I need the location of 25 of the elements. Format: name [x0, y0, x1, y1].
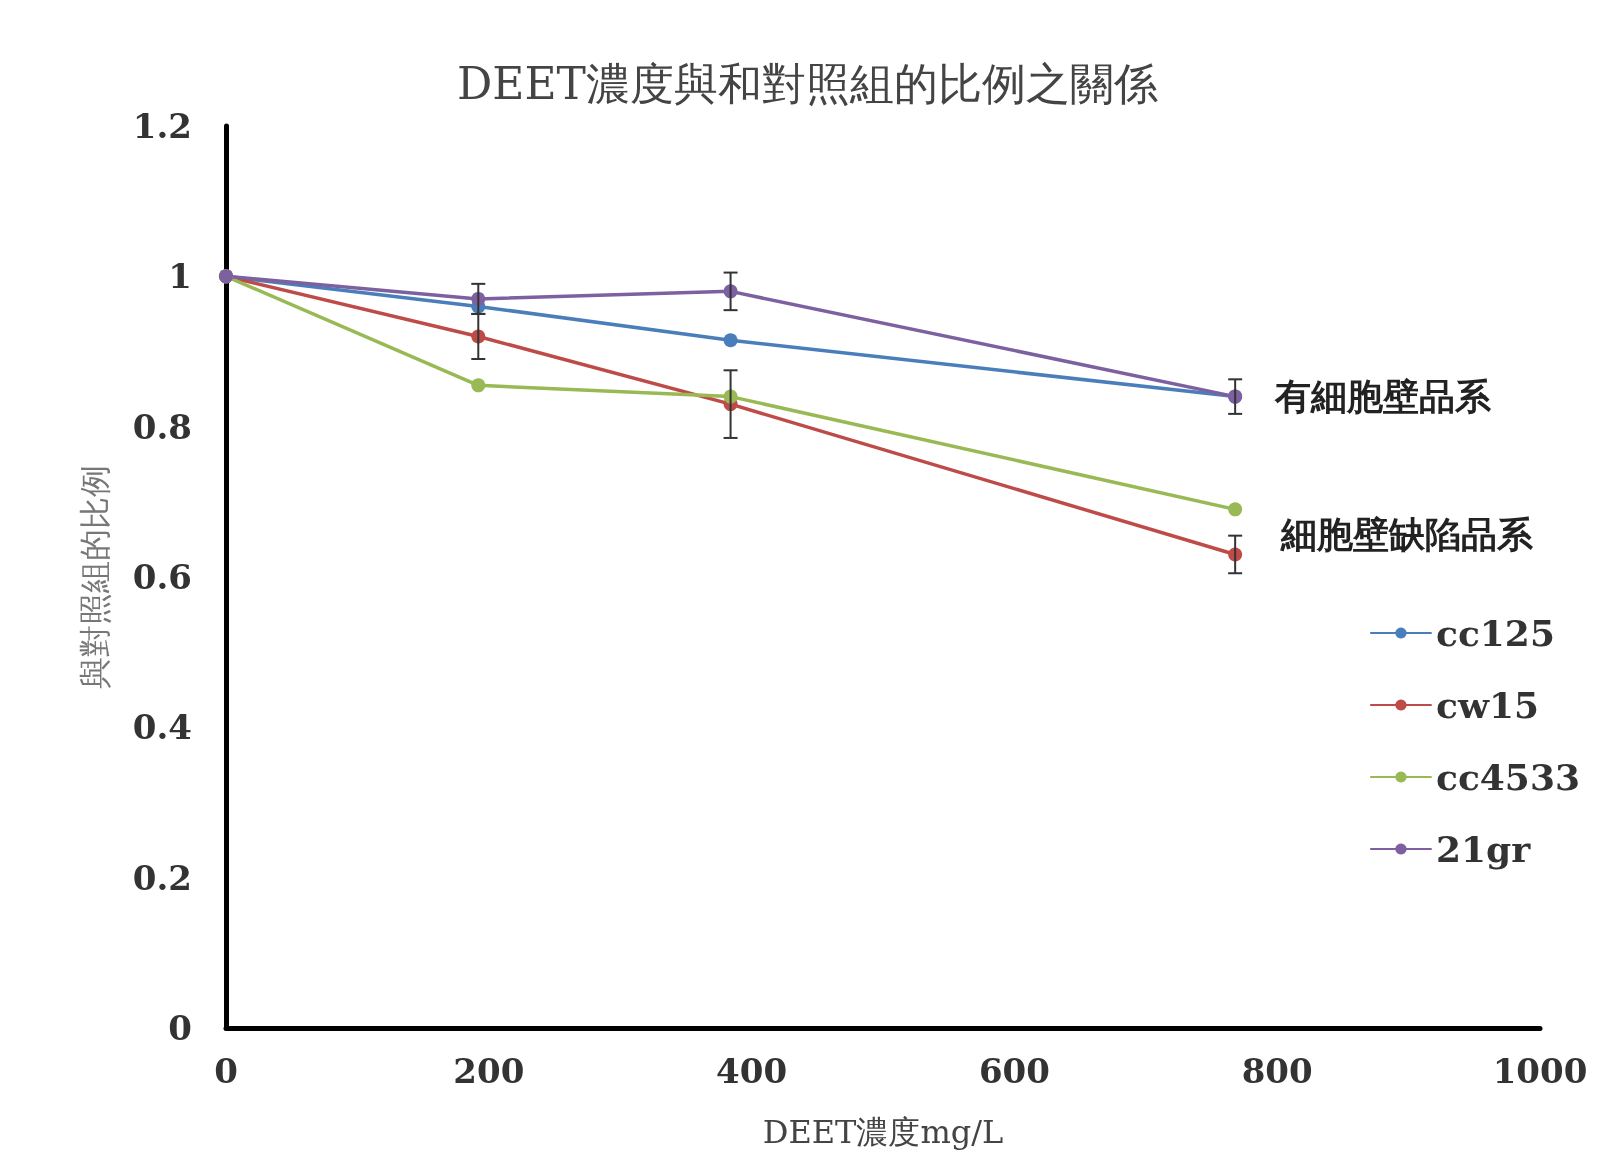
y-tick-label: 1.2: [132, 106, 192, 146]
y-axis-title: 與對照組的比例: [76, 465, 114, 689]
legend-label: 21gr: [1435, 828, 1532, 870]
x-tick-label: 1000: [1492, 1051, 1588, 1091]
point: [471, 378, 486, 393]
annotation: 細胞壁缺陷品系: [1280, 513, 1534, 555]
legend-label: cc125: [1435, 612, 1555, 654]
y-tick-label: 0.2: [132, 857, 192, 898]
y-tick-label: 0.8: [132, 406, 192, 447]
x-tick-label: 400: [716, 1051, 788, 1091]
y-tick-label: 1: [168, 256, 192, 297]
x-tick-label: 600: [978, 1051, 1050, 1091]
annotation: 有細胞壁品系: [1274, 375, 1492, 417]
y-tick-label: 0: [168, 1008, 192, 1048]
point: [723, 333, 738, 348]
y-tick-label: 0.4: [132, 707, 192, 748]
x-tick-label: 0: [214, 1051, 238, 1091]
x-axis-title: DEET濃度mg/L: [762, 1113, 1004, 1151]
legend-label: cc4533: [1435, 756, 1581, 798]
y-tick-label: 0.6: [132, 557, 192, 597]
point: [1228, 502, 1243, 517]
chart-title: DEET濃度與和對照組的比例之關係: [457, 57, 1158, 109]
legend-label: cw15: [1435, 684, 1539, 726]
x-tick-label: 800: [1241, 1051, 1313, 1091]
x-tick-label: 200: [453, 1051, 525, 1091]
